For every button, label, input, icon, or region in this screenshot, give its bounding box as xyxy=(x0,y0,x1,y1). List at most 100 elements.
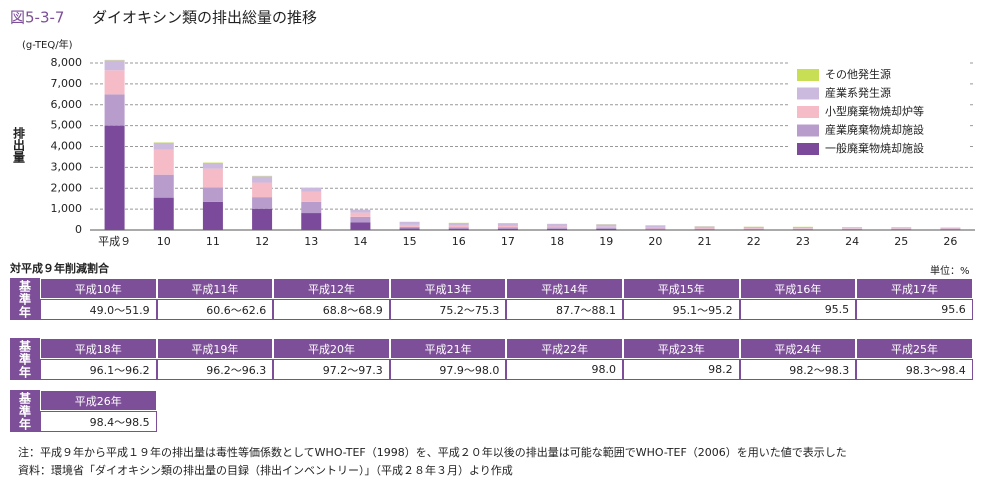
table-value: 95.5 xyxy=(739,299,857,320)
legend-swatch xyxy=(797,106,819,118)
bar-segment xyxy=(350,212,371,217)
bar-segment xyxy=(792,229,813,230)
x-tick-label: 10 xyxy=(157,235,171,248)
table-title: 対平成９年削減割合 xyxy=(10,262,109,275)
bar-segment xyxy=(842,228,863,230)
table-header: 平成15年 xyxy=(623,278,740,299)
y-tick-label: 5,000 xyxy=(51,119,83,132)
table-header: 平成22年 xyxy=(506,338,623,359)
legend-label: 一般廃棄物焼却施設 xyxy=(825,141,924,155)
table-header: 平成24年 xyxy=(739,338,857,359)
legend-label: 産業廃棄物焼却施設 xyxy=(825,123,924,137)
table-value: 49.0～51.9 xyxy=(40,299,157,320)
table-header: 平成14年 xyxy=(506,278,623,299)
table-header: 平成17年 xyxy=(856,278,973,299)
x-tick-label: 13 xyxy=(304,235,318,248)
bar-segment xyxy=(350,209,371,213)
y-tick-label: 8,000 xyxy=(51,56,83,69)
x-tick-label: 18 xyxy=(550,235,564,248)
x-tick-label: 23 xyxy=(796,235,810,248)
bar-segment xyxy=(792,228,813,229)
y-axis-label: 排出量 xyxy=(12,126,26,163)
bar-segment xyxy=(694,227,715,229)
legend-swatch xyxy=(797,124,819,137)
table-value: 75.2～75.3 xyxy=(389,299,507,320)
legend-swatch xyxy=(797,143,819,155)
x-tick-label: 22 xyxy=(747,235,761,248)
table-header: 平成25年 xyxy=(856,338,973,359)
legend-label: その他発生源 xyxy=(825,67,891,81)
bar-segment xyxy=(202,162,223,169)
bar-segment xyxy=(842,228,863,229)
bar-segment xyxy=(940,229,961,230)
side-label: 基準年 xyxy=(10,278,40,320)
bar-segment xyxy=(399,226,420,229)
bar-segment xyxy=(104,70,125,95)
bar-segment xyxy=(202,201,223,230)
table-value: 98.3～98.4 xyxy=(856,359,973,380)
table-header: 平成16年 xyxy=(739,278,857,299)
bar-segment xyxy=(153,174,174,198)
bar-segment xyxy=(350,222,371,230)
bar-segment xyxy=(792,228,813,230)
table-header: 平成19年 xyxy=(156,338,274,359)
chart: 図5-3-7 ダイオキシン類の排出総量の推移 (g-TEQ/年) 排出量 0 1,000 2… xyxy=(10,9,975,248)
table-value: 68.8～68.9 xyxy=(273,299,390,320)
bar-segment xyxy=(842,227,863,229)
table-header: 平成23年 xyxy=(623,338,740,359)
table-value: 87.7～88.1 xyxy=(506,299,623,320)
chart-title: ダイオキシン類の排出総量の推移 xyxy=(92,9,317,27)
x-tick-label: 12 xyxy=(255,235,269,248)
bar-segment xyxy=(694,228,715,230)
bar-segment xyxy=(891,227,912,229)
x-tick-label: 20 xyxy=(648,235,662,248)
table-value: 97.2～97.3 xyxy=(273,359,390,380)
side-label: 基準年 xyxy=(10,390,40,432)
table-value: 98.4～98.5 xyxy=(40,411,157,432)
table-value: 98.2～98.3 xyxy=(739,359,857,380)
table-header: 平成26年 xyxy=(40,390,157,411)
bar-segment xyxy=(399,221,420,225)
bar-segment xyxy=(497,225,518,228)
bar-segment xyxy=(743,226,764,229)
bar-segment xyxy=(104,60,125,71)
bar-segment xyxy=(448,223,469,226)
x-tick-label: 21 xyxy=(698,235,712,248)
table-header: 平成10年 xyxy=(40,278,157,299)
x-tick-label: 24 xyxy=(845,235,859,248)
table-value: 96.1～96.2 xyxy=(40,359,157,380)
note: 注：平成９年から平成１９年の排出量は毒性等価係数としてWHO-TEF（1998）… xyxy=(18,446,847,459)
legend-label: 小型廃棄物焼却炉等 xyxy=(825,104,924,118)
x-tick-label: 16 xyxy=(452,235,466,248)
table-header: 平成20年 xyxy=(273,338,390,359)
bar-segment xyxy=(596,224,617,227)
bar-segment xyxy=(153,197,174,230)
bar-segment xyxy=(448,225,469,228)
y-tick-label: 0 xyxy=(75,223,82,236)
bar-segment xyxy=(399,228,420,230)
table-value: 95.1～95.2 xyxy=(623,299,740,320)
bar-segment xyxy=(153,149,174,175)
table-value: 60.6～62.6 xyxy=(156,299,274,320)
x-tick-label: 14 xyxy=(353,235,367,248)
bar-segment xyxy=(891,229,912,230)
bar-segment xyxy=(252,176,273,183)
bar-segment xyxy=(448,227,469,229)
bar-segment xyxy=(645,225,666,228)
bar-segment xyxy=(792,227,813,229)
bar-segment xyxy=(596,227,617,229)
bar-segment xyxy=(153,142,174,150)
y-unit: (g-TEQ/年) xyxy=(22,38,73,51)
x-tick-label: 26 xyxy=(943,235,957,248)
table-header: 平成21年 xyxy=(389,338,507,359)
bar-segment xyxy=(399,224,420,227)
table-header: 平成13年 xyxy=(389,278,507,299)
bar-segment xyxy=(645,227,666,229)
bar-segment xyxy=(497,228,518,230)
table-header: 平成11年 xyxy=(156,278,274,299)
bar-segment xyxy=(547,227,568,229)
bar-segment xyxy=(252,208,273,230)
table-header: 平成18年 xyxy=(40,338,157,359)
bar-segment xyxy=(350,216,371,223)
bar-segment xyxy=(547,224,568,227)
